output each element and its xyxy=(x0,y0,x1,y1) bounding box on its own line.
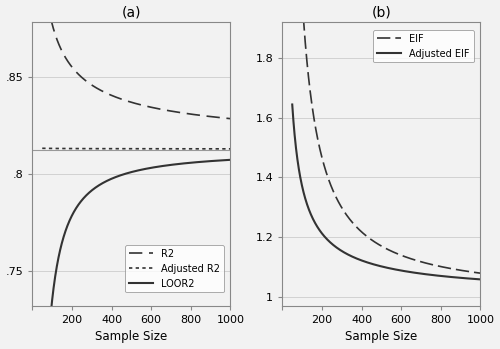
X-axis label: Sample Size: Sample Size xyxy=(346,331,418,343)
Title: (a): (a) xyxy=(122,6,141,20)
X-axis label: Sample Size: Sample Size xyxy=(96,331,168,343)
Legend: R2, Adjusted R2, LOOR2: R2, Adjusted R2, LOOR2 xyxy=(124,245,224,292)
Legend: EIF, Adjusted EIF: EIF, Adjusted EIF xyxy=(373,30,474,62)
Title: (b): (b) xyxy=(372,6,392,20)
